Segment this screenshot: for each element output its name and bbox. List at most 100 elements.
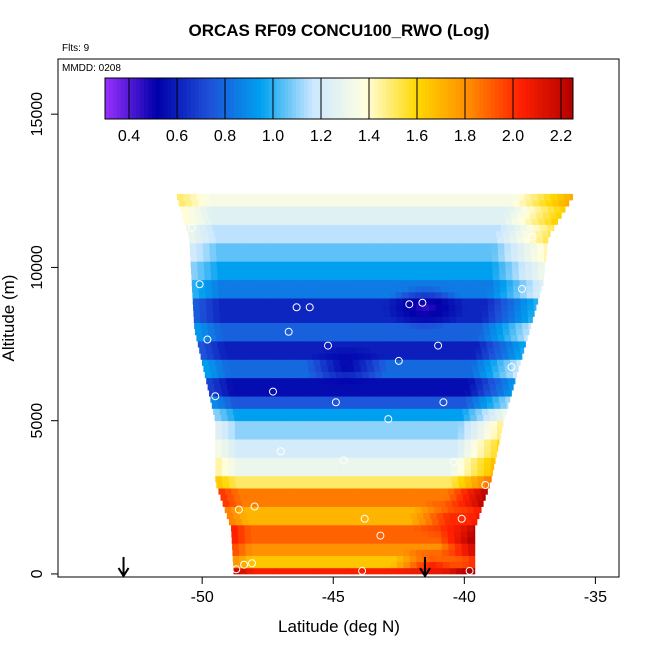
heatmap-cell (327, 365, 335, 373)
heatmap-cell (509, 383, 514, 391)
heatmap-cell (421, 531, 429, 538)
heatmap-cell (336, 291, 344, 299)
heatmap-cell (377, 316, 385, 323)
heatmap-cell (366, 212, 373, 219)
heatmap-cell (444, 439, 452, 446)
heatmap-cell (233, 316, 241, 323)
heatmap-cell (366, 193, 374, 201)
heatmap-cell (196, 334, 204, 342)
heatmap-cell (483, 469, 491, 477)
heatmap-cell (531, 218, 539, 225)
heatmap-cell (430, 494, 438, 501)
heatmap-cell (367, 481, 375, 489)
heatmap-cell (293, 451, 301, 458)
heatmap-cell (513, 347, 521, 354)
heatmap-cell (485, 481, 490, 489)
heatmap-cell (470, 432, 478, 440)
heatmap-cell (228, 390, 236, 397)
heatmap-cell (378, 359, 386, 366)
heatmap-cell (508, 316, 516, 323)
heatmap-cell (469, 353, 477, 360)
heatmap-cell (425, 451, 432, 458)
heatmap-cell (438, 463, 446, 471)
heatmap-cell (351, 322, 359, 330)
heatmap-cell (264, 298, 272, 305)
heatmap-cell (255, 193, 263, 201)
heatmap-cell (313, 420, 321, 428)
heatmap-cell (228, 426, 236, 434)
heatmap-cell (452, 249, 460, 256)
colorbar-swatch (280, 78, 285, 119)
heatmap-cell (427, 285, 435, 293)
heatmap-cell (369, 224, 377, 232)
sample-point (248, 559, 256, 568)
heatmap-cell (359, 236, 367, 244)
heatmap-cell (213, 408, 221, 415)
heatmap-cell (411, 445, 419, 452)
heatmap-cell (445, 242, 453, 250)
heatmap-cell (327, 193, 335, 201)
heatmap-cell (202, 334, 210, 342)
heatmap-cell (453, 371, 461, 379)
heatmap-cell (250, 199, 258, 207)
heatmap-cell (259, 567, 267, 575)
heatmap-cell (380, 261, 388, 268)
colorbar-swatch (190, 78, 196, 119)
heatmap-cell (344, 408, 352, 415)
heatmap-cell (336, 298, 344, 305)
heatmap-cell (335, 267, 343, 274)
heatmap-cell (310, 285, 317, 293)
heatmap-cell (320, 439, 328, 446)
heatmap-cell (366, 236, 374, 244)
heatmap-cell (268, 334, 276, 342)
heatmap-cell (540, 224, 548, 232)
heatmap-cell (393, 481, 401, 489)
heatmap-cell (490, 457, 496, 464)
heatmap-cell (375, 279, 383, 287)
heatmap-cell (379, 500, 387, 507)
heatmap-cell (416, 408, 424, 415)
heatmap-cell (287, 432, 295, 440)
heatmap-cell (447, 506, 455, 514)
heatmap-cell (284, 377, 292, 385)
heatmap-cell (451, 463, 459, 471)
heatmap-cell (253, 383, 261, 391)
heatmap-cell (394, 273, 402, 281)
heatmap-cell (256, 396, 264, 403)
heatmap-cell (292, 206, 300, 213)
heatmap-cell (416, 322, 424, 330)
heatmap-cell (254, 469, 262, 477)
heatmap-cell (342, 506, 350, 514)
heatmap-cell (237, 340, 245, 348)
heatmap-cell (192, 285, 199, 293)
heatmap-cell (290, 291, 298, 299)
heatmap-cell (253, 230, 261, 238)
heatmap-cell (347, 255, 355, 262)
colorbar-swatch (378, 78, 383, 119)
colorbar-swatch (296, 78, 301, 119)
heatmap-cell (536, 242, 544, 250)
heatmap-cell (310, 347, 318, 354)
heatmap-cell (477, 426, 485, 434)
heatmap-cell (379, 242, 387, 250)
heatmap-cell (274, 439, 282, 446)
y-tick-label: 5000 (29, 403, 46, 439)
heatmap-cell (460, 285, 468, 293)
heatmap-cell (289, 273, 297, 281)
heatmap-cell (485, 365, 493, 373)
heatmap-cell (291, 408, 299, 415)
heatmap-cell (401, 199, 409, 207)
heatmap-cell (248, 242, 256, 250)
heatmap-cell (401, 506, 409, 514)
colorbar-swatch (327, 78, 332, 119)
heatmap-cell (397, 383, 405, 391)
heatmap-cell (280, 359, 288, 366)
heatmap-cell (326, 420, 334, 428)
heatmap-cell (231, 524, 238, 532)
heatmap-cell (443, 383, 451, 391)
heatmap-cell (234, 475, 242, 483)
heatmap-cell (234, 414, 242, 422)
heatmap-cell (226, 322, 234, 330)
heatmap-cell (486, 371, 494, 379)
colorbar-swatch (381, 78, 387, 119)
